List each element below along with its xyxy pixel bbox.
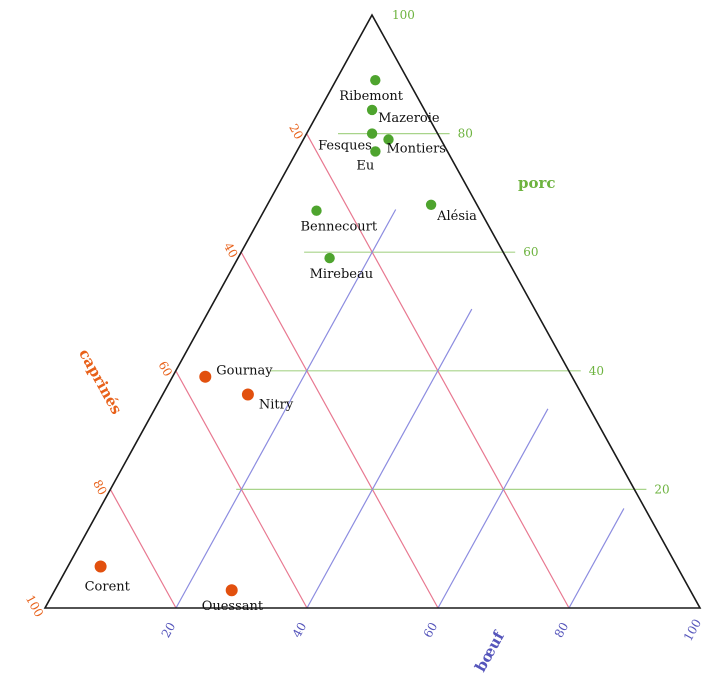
point-alesia xyxy=(425,199,437,210)
tick-labels: 20 40 60 80 100 20 40 60 80 100 20 40 60 80 100 xyxy=(23,8,704,643)
point-label-bennecourt: Bennecourt xyxy=(301,220,378,235)
grid-layer xyxy=(109,133,647,609)
point-ribemont xyxy=(370,75,381,86)
point-label-ouessant: Ouessant xyxy=(202,599,264,614)
tick-boeuf-40: 40 xyxy=(290,620,310,640)
tick-porc-80: 80 xyxy=(458,127,473,141)
gridline-boeuf-60 xyxy=(437,408,549,609)
point-fesques xyxy=(366,128,378,139)
point-mazeroie xyxy=(366,104,378,116)
point-label-montiers: Montiers xyxy=(387,142,446,157)
gridline-boeuf-80 xyxy=(568,508,625,609)
tick-porc-20: 20 xyxy=(654,482,669,496)
point-nitry xyxy=(241,388,254,401)
point-label-gournay: Gournay xyxy=(216,364,273,379)
point-label-nitry: Nitry xyxy=(259,398,294,413)
tick-caprines-100: 100 xyxy=(23,593,46,620)
point-montiers xyxy=(383,134,394,145)
point-bennecourt xyxy=(311,205,322,216)
data-points: Ribemont Mazeroie Fesques Montiers Eu Alésia B… xyxy=(85,75,477,614)
axis-title-caprines: caprinés xyxy=(75,346,126,418)
point-label-ribemont: Ribemont xyxy=(339,89,403,104)
tick-boeuf-20: 20 xyxy=(159,620,179,640)
ternary-triangle-outline xyxy=(43,13,702,609)
tick-porc-100: 100 xyxy=(392,8,415,22)
gridline-caprines-80 xyxy=(109,489,177,609)
point-eu xyxy=(370,146,381,157)
tick-boeuf-80: 80 xyxy=(552,620,572,640)
tick-boeuf-100: 100 xyxy=(681,617,704,644)
axis-title-porc: porc xyxy=(518,174,556,192)
point-label-eu: Eu xyxy=(356,158,374,173)
tick-caprines-40: 40 xyxy=(221,240,241,260)
tick-caprines-80: 80 xyxy=(90,477,110,497)
tick-boeuf-60: 60 xyxy=(421,620,441,640)
point-label-mazeroie: Mazeroie xyxy=(378,111,440,126)
point-corent xyxy=(94,560,107,573)
tick-porc-60: 60 xyxy=(523,245,538,259)
point-label-mirebeau: Mirebeau xyxy=(310,267,374,282)
gridline-boeuf-20 xyxy=(175,209,397,609)
point-label-corent: Corent xyxy=(85,580,131,595)
tick-caprines-20: 20 xyxy=(286,122,306,142)
point-gournay xyxy=(199,370,212,383)
tick-porc-40: 40 xyxy=(589,364,604,378)
point-label-alesia: Alésia xyxy=(436,209,477,224)
point-label-fesques: Fesques xyxy=(318,139,372,154)
axis-title-boeuf: bœuf xyxy=(471,627,508,673)
point-mirebeau xyxy=(324,252,335,264)
gridline-caprines-40 xyxy=(240,251,439,609)
tick-caprines-60: 60 xyxy=(155,359,175,379)
gridline-boeuf-40 xyxy=(306,308,473,609)
point-ouessant xyxy=(225,584,238,597)
